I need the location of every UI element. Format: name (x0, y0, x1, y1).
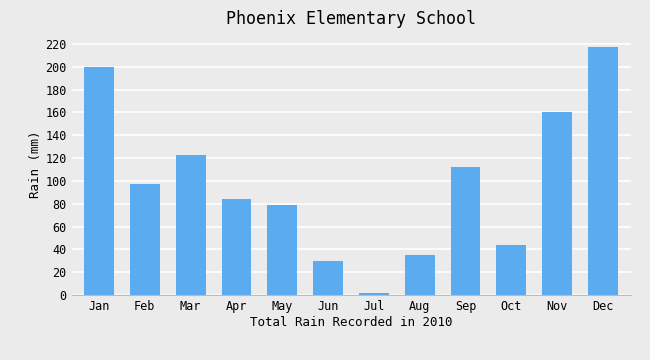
Bar (222, 199, 252, 295)
Bar (84, 67, 114, 295)
Bar (313, 261, 343, 295)
Bar (176, 155, 205, 295)
Bar (405, 255, 435, 295)
X-axis label: Total Rain Recorded in 2010: Total Rain Recorded in 2010 (250, 316, 452, 329)
Bar (588, 47, 618, 295)
Bar (542, 112, 572, 295)
Title: Phoenix Elementary School: Phoenix Elementary School (226, 10, 476, 28)
Bar (497, 245, 526, 295)
Bar (359, 293, 389, 295)
Bar (267, 205, 297, 295)
Bar (450, 167, 480, 295)
Bar (130, 184, 160, 295)
Y-axis label: Rain (mm): Rain (mm) (29, 130, 42, 198)
